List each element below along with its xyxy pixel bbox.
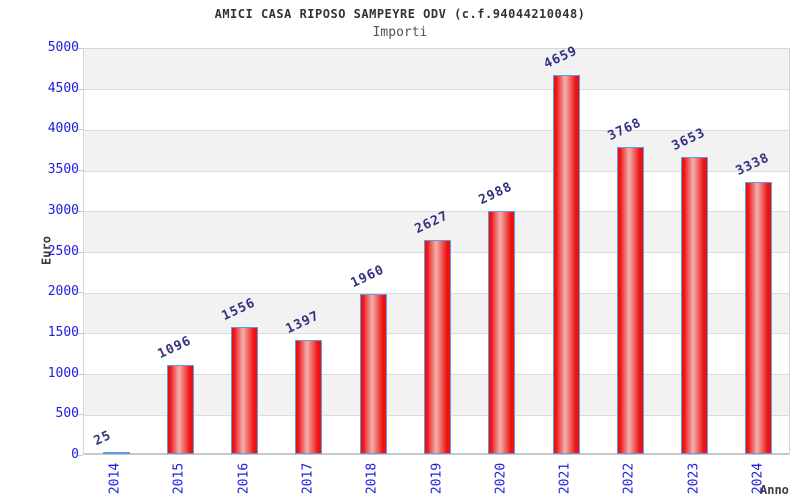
y-tick-mark — [78, 48, 83, 49]
y-tick-mark — [78, 373, 83, 375]
y-tick-label: 2000 — [47, 284, 79, 300]
bar-2022[interactable] — [616, 147, 644, 454]
bar-value-label: 3338 — [734, 150, 773, 179]
x-tick-label: 2015 — [171, 462, 187, 495]
y-gridline — [84, 170, 789, 172]
y-tick-label: 1500 — [47, 324, 79, 340]
y-tick-label: 4500 — [47, 80, 79, 96]
x-tick-label: 2016 — [236, 462, 252, 495]
x-axis-line — [84, 453, 789, 455]
bar-2014[interactable] — [102, 452, 130, 454]
bar-value-label: 1556 — [219, 295, 259, 324]
y-tick-mark — [78, 170, 83, 172]
y-gridline — [84, 89, 789, 91]
x-tick-label: 2014 — [107, 462, 123, 495]
bar-2016[interactable] — [231, 327, 259, 454]
y-tick-mark — [78, 251, 83, 253]
x-tick-label: 2020 — [493, 462, 509, 495]
x-tick-label: 2021 — [557, 462, 573, 495]
y-tick-mark — [78, 332, 83, 334]
bar-2015[interactable] — [166, 365, 194, 454]
bar-2021[interactable] — [552, 75, 580, 454]
bar-value-label: 1096 — [155, 333, 194, 362]
y-tick-mark — [78, 88, 83, 90]
chart-title: AMICI CASA RIPOSO SAMPEYRE ODV (c.f.9404… — [214, 7, 586, 21]
x-tick-label: 2022 — [621, 462, 637, 495]
y-tick-mark — [78, 414, 83, 416]
x-tick-label: 2018 — [364, 462, 380, 495]
y-tick-label: 2500 — [47, 243, 79, 259]
y-tick-mark — [78, 455, 83, 456]
bar-2018[interactable] — [359, 294, 387, 454]
y-tick-mark — [78, 129, 83, 131]
bar-2023[interactable] — [681, 157, 709, 454]
x-tick-label: 2017 — [300, 462, 316, 495]
chart-subtitle: Importi — [372, 25, 428, 40]
plot-area: 25 1096 1556 1397 1960 2627 2988 4659 3768 3653 33… — [83, 43, 790, 455]
y-tick-label: 500 — [55, 406, 79, 422]
y-tick-label: 4000 — [47, 121, 79, 137]
y-tick-label: 5000 — [47, 40, 79, 55]
bar-2024[interactable] — [745, 182, 773, 454]
y-tick-label: 3500 — [47, 162, 79, 178]
bar-2019[interactable] — [424, 240, 451, 454]
bar-value-label: 2627 — [412, 208, 452, 237]
bar-value-label: 4659 — [541, 43, 580, 72]
bar-2020[interactable] — [488, 211, 516, 454]
x-tick-label: 2024 — [750, 462, 766, 495]
y-tick-label: 1000 — [47, 365, 79, 381]
y-tick-label: 0 — [71, 447, 79, 462]
x-axis-title: Anno — [760, 483, 789, 497]
y-tick-mark — [78, 292, 83, 294]
y-gridline — [84, 211, 789, 213]
bar-value-label: 25 — [91, 427, 114, 449]
x-tick-label: 2019 — [429, 462, 444, 495]
x-tick-label: 2023 — [686, 462, 702, 495]
y-tick-mark — [78, 210, 83, 212]
bar-2017[interactable] — [295, 340, 323, 454]
bar-value-label: 1960 — [348, 262, 387, 291]
y-tick-label: 3000 — [47, 202, 79, 218]
bar-value-label: 2988 — [476, 179, 516, 208]
y-gridline — [84, 129, 789, 131]
bar-value-label: 3768 — [605, 115, 644, 144]
